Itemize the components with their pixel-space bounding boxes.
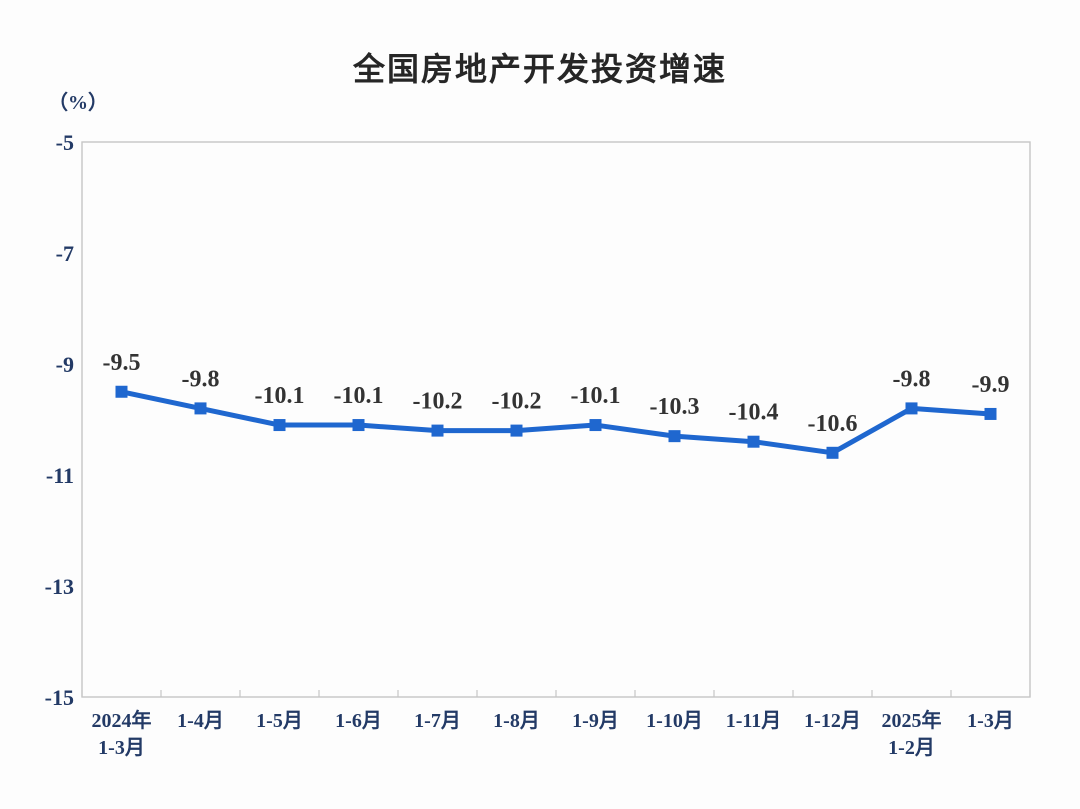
y-axis-tick-label: -9	[56, 352, 74, 377]
data-point-marker	[273, 419, 286, 432]
data-point-marker	[194, 402, 207, 415]
y-axis-unit-label: （%）	[48, 92, 108, 114]
x-axis-category-label: 1-11月	[726, 710, 782, 732]
x-axis-category-label: 1-12月	[804, 710, 861, 732]
data-point-marker	[826, 446, 839, 459]
data-point-label: -10.6	[808, 411, 858, 437]
x-axis-category-label: 1-10月	[646, 710, 703, 732]
data-point-marker	[589, 419, 602, 432]
x-axis-category-label: 2025年 1-2月	[882, 708, 942, 759]
x-axis-category-label: 1-5月	[256, 710, 303, 732]
y-axis-tick-label: -13	[45, 574, 74, 599]
y-axis-tick-label: -15	[45, 685, 74, 710]
data-point-label: -10.2	[492, 389, 542, 415]
data-point-label: -10.1	[334, 383, 384, 409]
x-axis-category-label: 1-4月	[177, 710, 224, 732]
data-point-marker	[668, 430, 681, 443]
data-point-label: -9.8	[893, 366, 931, 392]
x-axis-category-label: 1-9月	[572, 710, 619, 732]
x-axis-category-label: 1-8月	[493, 710, 540, 732]
chart-title: 全国房地产开发投资增速	[352, 51, 727, 87]
data-point-marker	[510, 424, 523, 437]
data-point-label: -9.9	[972, 372, 1010, 398]
investment-growth-line	[119, 389, 993, 456]
data-point-label: -10.1	[571, 383, 621, 409]
data-point-label: -9.5	[103, 350, 141, 376]
data-point-label: -9.8	[182, 366, 220, 392]
x-axis-category-label: 1-7月	[414, 710, 461, 732]
data-point-label: -10.1	[255, 383, 305, 409]
data-point-label: -10.2	[413, 389, 463, 415]
x-axis-category-label: 1-3月	[967, 710, 1014, 732]
data-point-marker	[431, 424, 444, 437]
data-point-label: -10.3	[650, 394, 700, 420]
y-axis-tick-label: -11	[46, 463, 74, 488]
x-axis-category-label: 1-6月	[335, 710, 382, 732]
data-point-marker	[115, 385, 128, 398]
data-point-marker	[905, 402, 918, 415]
x-axis-category-label: 2024年 1-3月	[92, 708, 152, 759]
data-point-marker	[984, 407, 997, 420]
y-axis-tick-label: -5	[56, 130, 74, 155]
data-point-label: -10.4	[729, 400, 779, 426]
data-point-marker	[747, 435, 760, 448]
data-point-marker	[352, 419, 365, 432]
y-axis-tick-label: -7	[56, 241, 74, 266]
